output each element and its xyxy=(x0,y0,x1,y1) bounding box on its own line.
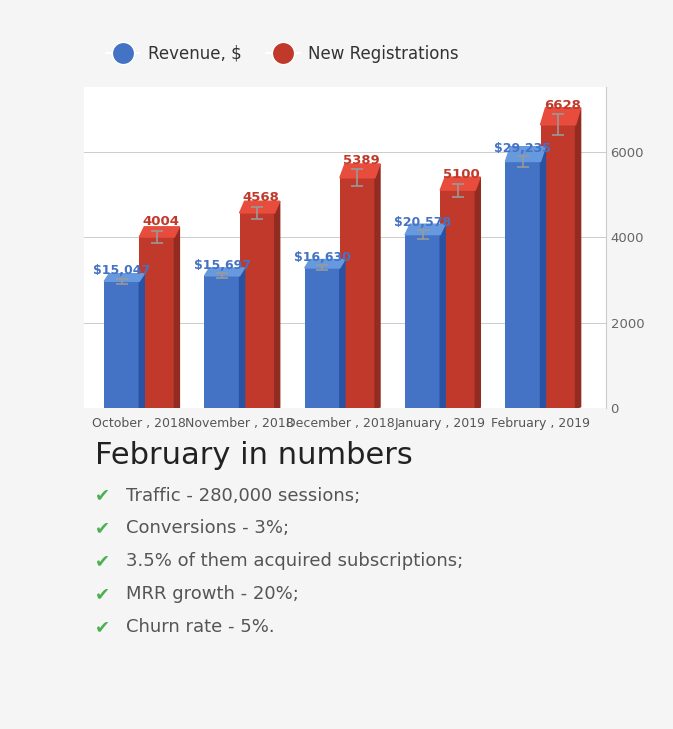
Text: 4568: 4568 xyxy=(243,191,279,204)
Text: 3.5% of them acquired subscriptions;: 3.5% of them acquired subscriptions; xyxy=(126,553,463,570)
Bar xyxy=(340,178,375,408)
Text: ✔: ✔ xyxy=(94,585,110,603)
Polygon shape xyxy=(540,147,546,408)
Text: ✔: ✔ xyxy=(94,618,110,636)
Text: 4004: 4004 xyxy=(143,215,180,228)
Polygon shape xyxy=(505,147,546,162)
Text: $16,630: $16,630 xyxy=(294,251,351,264)
Bar xyxy=(405,235,440,408)
Polygon shape xyxy=(540,108,581,125)
Text: $15,697: $15,697 xyxy=(194,259,250,272)
Polygon shape xyxy=(139,227,180,237)
Polygon shape xyxy=(405,225,446,235)
Bar xyxy=(240,213,275,408)
Bar xyxy=(540,125,575,408)
Text: ✔: ✔ xyxy=(94,487,110,504)
Bar xyxy=(440,190,475,408)
Polygon shape xyxy=(174,227,180,408)
Text: Traffic - 280,000 sessions;: Traffic - 280,000 sessions; xyxy=(126,487,360,504)
Text: $20,578: $20,578 xyxy=(394,216,451,229)
Text: ✔: ✔ xyxy=(94,520,110,537)
Polygon shape xyxy=(375,164,380,408)
Bar xyxy=(205,276,240,408)
Bar xyxy=(104,281,139,408)
Text: Conversions - 3%;: Conversions - 3%; xyxy=(126,520,289,537)
Bar xyxy=(139,237,174,408)
Text: $29,235: $29,235 xyxy=(495,141,551,155)
Bar xyxy=(305,268,340,408)
Text: 5389: 5389 xyxy=(343,154,380,167)
Text: $15,047: $15,047 xyxy=(93,264,150,277)
Text: 6628: 6628 xyxy=(544,98,581,112)
Polygon shape xyxy=(104,273,144,281)
Polygon shape xyxy=(340,260,345,408)
Polygon shape xyxy=(575,108,581,408)
Polygon shape xyxy=(240,268,244,408)
Polygon shape xyxy=(475,177,481,408)
Text: February in numbers: February in numbers xyxy=(94,441,413,470)
Polygon shape xyxy=(240,201,280,213)
Bar xyxy=(505,162,540,408)
Text: ✔: ✔ xyxy=(94,553,110,570)
Text: Churn rate - 5%.: Churn rate - 5%. xyxy=(126,618,275,636)
Text: MRR growth - 20%;: MRR growth - 20%; xyxy=(126,585,299,603)
Polygon shape xyxy=(305,260,345,268)
Polygon shape xyxy=(139,273,144,408)
Legend: Revenue, $, New Registrations: Revenue, $, New Registrations xyxy=(100,38,465,69)
Polygon shape xyxy=(275,201,280,408)
Polygon shape xyxy=(205,268,244,276)
Polygon shape xyxy=(440,177,481,190)
Polygon shape xyxy=(340,164,380,178)
Polygon shape xyxy=(440,225,446,408)
Text: 5100: 5100 xyxy=(444,168,480,182)
